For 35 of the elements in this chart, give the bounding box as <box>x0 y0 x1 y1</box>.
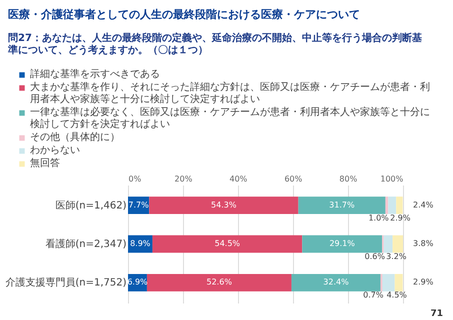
data-label: 2.9% <box>390 213 411 222</box>
chart-title: 医療・介護従事者としての人生の最終段階における医療・ケアについて <box>8 8 360 21</box>
legend-label: わからない <box>30 145 80 156</box>
data-label: 32.4% <box>323 278 350 287</box>
data-label: 1.0% <box>368 213 390 222</box>
data-label: 31.7% <box>329 200 355 210</box>
data-label: 54.5% <box>214 239 240 248</box>
chart-subtitle: 問27：あなたは、人生の最終段階の定義や、延命治療の不開始、中止等を行う場合の判断基準について、どう考えますか。（〇は１つ） <box>7 32 422 56</box>
data-label: 7.7% <box>128 200 150 210</box>
data-label: 52.6% <box>206 278 232 287</box>
data-label: 29.1% <box>329 239 356 248</box>
x-tick-label: 20% <box>174 174 193 184</box>
x-tick-label: 100% <box>380 174 404 184</box>
y-tick-label: 医師(n=1,462) <box>55 199 127 212</box>
legend-label: 一律な基準は必要なく、医師又は医療・ケアチームが患者・利用者本人や家族等と十分に検討して方針を決定すればよい <box>30 106 430 130</box>
legend-label: 大まかな基準を作り、それにそった詳細な方針は、医師又は医療・ケアチームが患者・利用者本人や家族等と十分に検討して決定すればよい <box>30 81 430 105</box>
data-label: 3.8% <box>413 239 434 248</box>
data-label: 4.5% <box>386 290 408 300</box>
x-tick-label: 40% <box>230 174 248 184</box>
legend-label: その他（具体的に） <box>30 131 120 143</box>
data-label: 2.4% <box>413 200 434 210</box>
data-label: 0.6% <box>364 252 386 261</box>
legend-label: 詳細な基準を示すべきである <box>30 68 160 80</box>
data-label: 2.9% <box>413 278 434 287</box>
data-label: 54.3% <box>211 200 237 210</box>
y-tick-label: 介護支援専門員(n=1,752) <box>5 276 127 289</box>
y-tick-label: 看護師(n=2,347) <box>45 238 127 250</box>
x-tick-label: 60% <box>284 174 303 184</box>
data-label: 3.2% <box>386 252 407 261</box>
legend-label: 無回答 <box>30 157 60 169</box>
text: 71 <box>430 309 443 319</box>
data-label: 0.7% <box>363 290 384 300</box>
data-label: 8.9% <box>130 239 151 248</box>
x-tick-label: 0% <box>128 174 142 184</box>
x-tick-label: 80% <box>339 174 358 184</box>
